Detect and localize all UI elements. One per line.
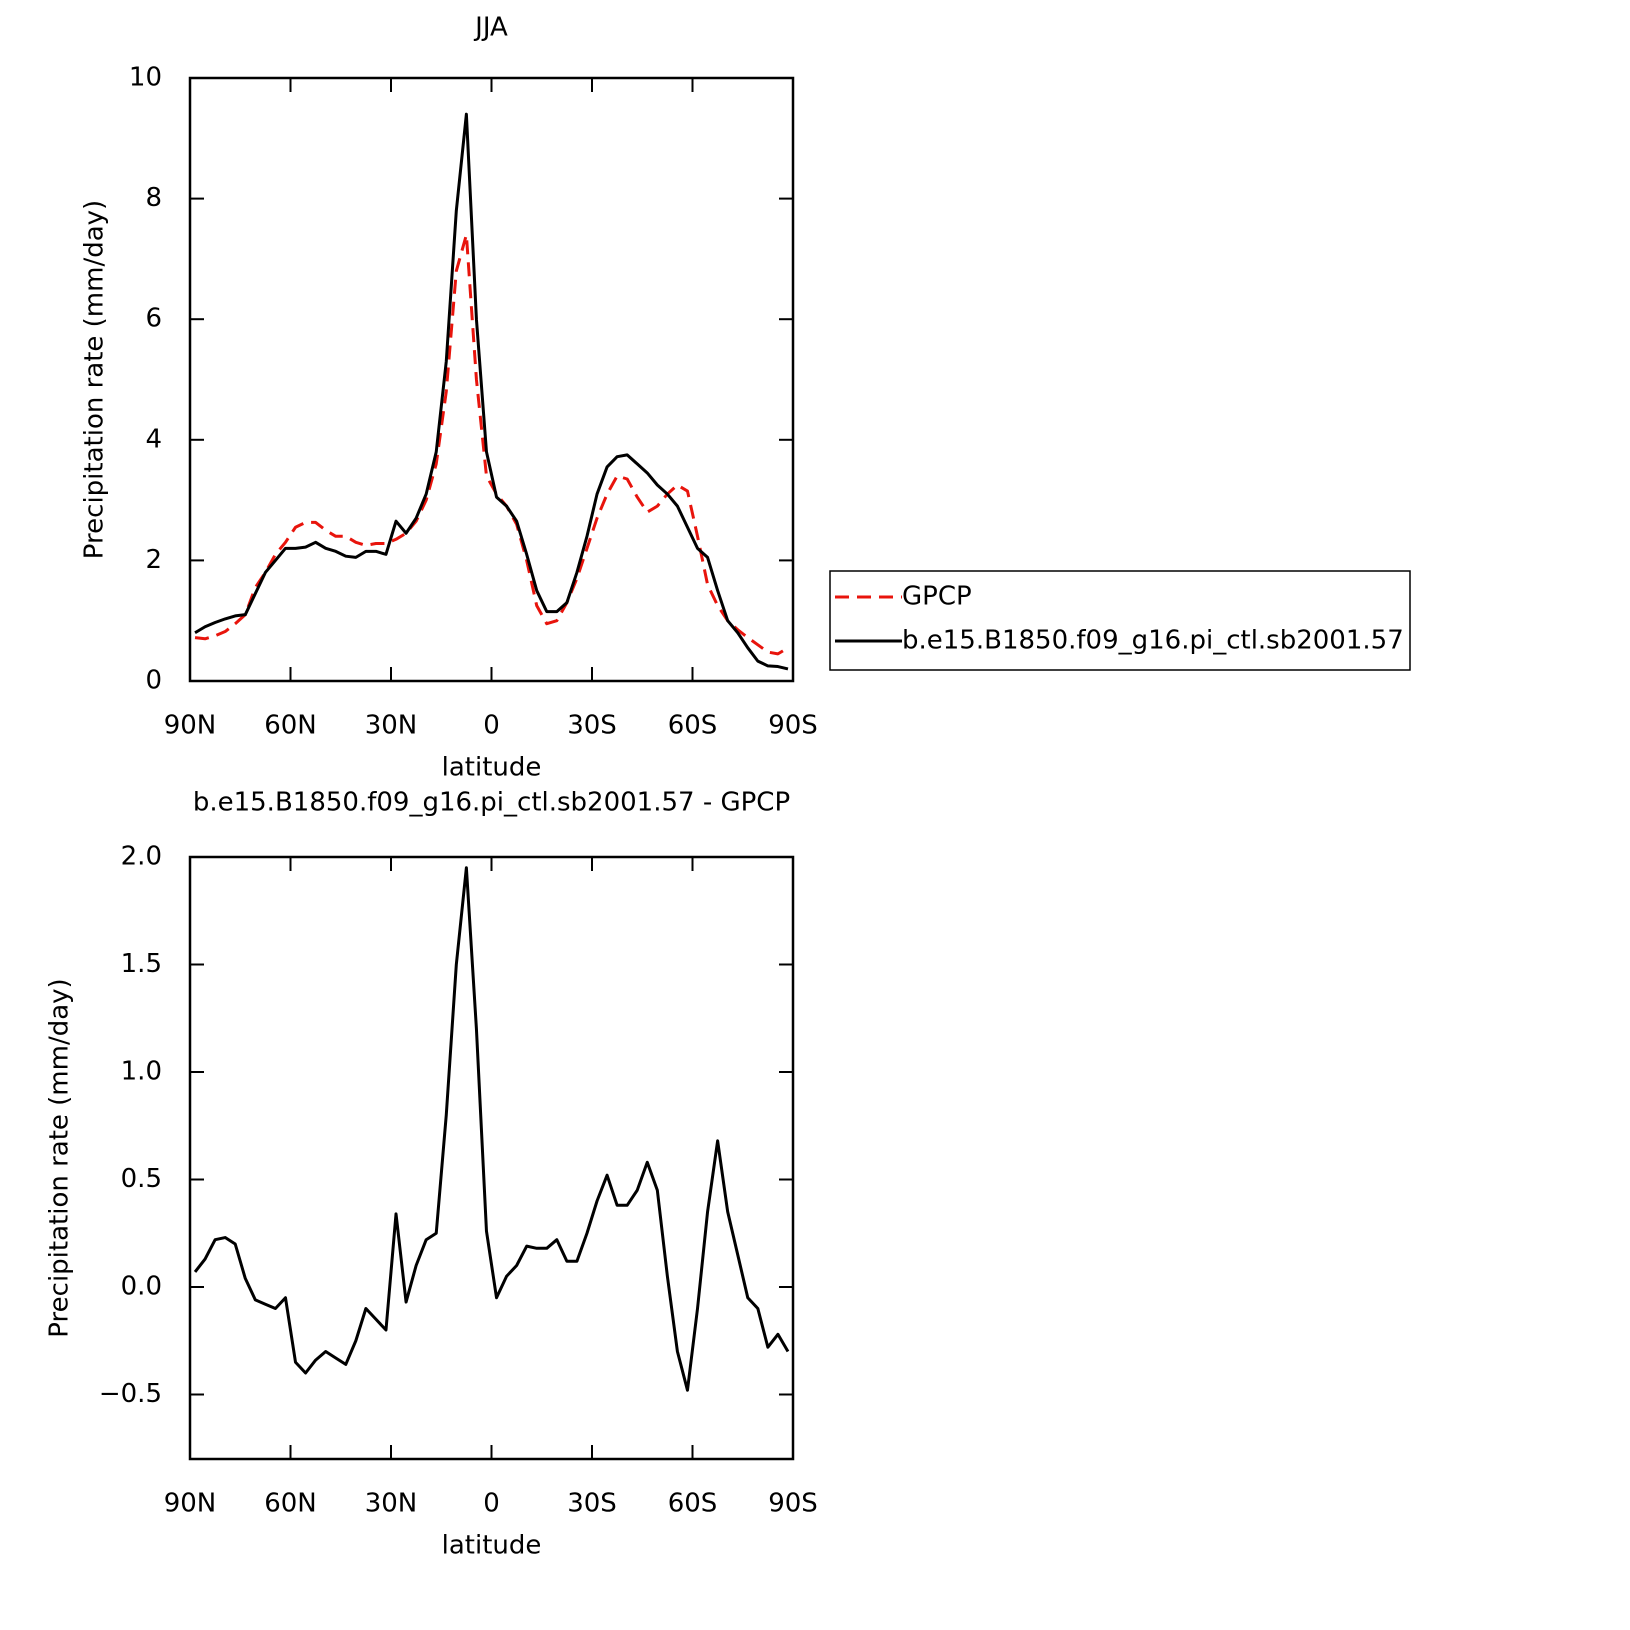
plot-frame <box>188 855 795 1461</box>
data-line <box>194 112 789 671</box>
chart-title: JJA <box>473 13 508 43</box>
y-tick-label: 2 <box>145 545 162 575</box>
x-tick-label: 90S <box>768 1489 818 1519</box>
x-tick-label: 60N <box>264 1489 317 1519</box>
x-tick-label: 60S <box>668 1489 718 1519</box>
y-tick-label: −0.5 <box>99 1379 162 1409</box>
x-tick-label: 0 <box>483 711 500 741</box>
x-tick-label: 90N <box>164 1489 217 1519</box>
y-tick-label: 8 <box>145 183 162 213</box>
x-axis-label: latitude <box>442 1531 542 1561</box>
y-tick-label: 2.0 <box>121 842 162 872</box>
x-tick-label: 90S <box>768 711 818 741</box>
y-axis-label: Precipitation rate (mm/day) <box>45 978 75 1337</box>
x-tick-label: 30N <box>365 1489 418 1519</box>
legend: GPCP b.e15.B1850.f09_g16.pi_ctl.sb2001.57 <box>829 570 1411 671</box>
x-tick-label: 60S <box>668 711 718 741</box>
legend-label: b.e15.B1850.f09_g16.pi_ctl.sb2001.57 <box>902 626 1404 656</box>
x-tick-label: 30S <box>567 711 617 741</box>
x-axis-label: latitude <box>442 753 542 783</box>
x-tick-label: 30N <box>365 711 418 741</box>
y-tick-label: 0 <box>145 666 162 696</box>
y-tick-label: 10 <box>129 63 162 93</box>
y-tick-label: 1.0 <box>121 1057 162 1087</box>
legend-box <box>829 570 1411 671</box>
y-tick-label: 4 <box>145 424 162 454</box>
y-tick-label: 6 <box>145 304 162 334</box>
data-line <box>194 233 789 656</box>
legend-label: GPCP <box>902 582 972 612</box>
x-tick-label: 60N <box>264 711 317 741</box>
y-tick-label: 0.0 <box>121 1272 162 1302</box>
y-tick-label: 0.5 <box>121 1164 162 1194</box>
x-tick-label: 30S <box>567 1489 617 1519</box>
chart-title: b.e15.B1850.f09_g16.pi_ctl.sb2001.57 - G… <box>193 788 790 818</box>
plot-frame <box>188 76 795 683</box>
x-tick-label: 0 <box>483 1489 500 1519</box>
x-tick-label: 90N <box>164 711 217 741</box>
y-tick-label: 1.5 <box>121 949 162 979</box>
data-line <box>193 866 790 1392</box>
y-axis-label: Precipitation rate (mm/day) <box>80 200 110 559</box>
